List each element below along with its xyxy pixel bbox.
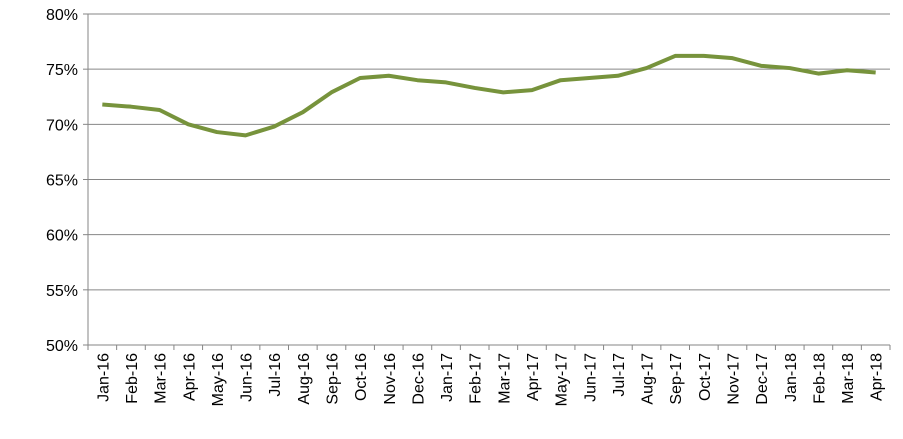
x-tick-label: Aug-17 — [640, 353, 657, 405]
x-tick-label: Nov-17 — [725, 353, 742, 405]
y-tick-label: 65% — [46, 173, 78, 190]
x-tick-label: Jun-17 — [582, 353, 599, 402]
x-tick-label: Jan-16 — [95, 353, 112, 402]
x-tick-label: Mar-16 — [153, 353, 170, 404]
y-tick-label: 60% — [46, 228, 78, 245]
y-tick-label: 70% — [46, 117, 78, 134]
x-tick-label: Mar-18 — [840, 353, 857, 404]
x-tick-label: Dec-17 — [754, 353, 771, 405]
y-tick-label: 55% — [46, 283, 78, 300]
x-tick-label: Jul-17 — [611, 353, 628, 397]
x-tick-label: May-16 — [210, 353, 227, 406]
x-tick-label: Feb-17 — [468, 353, 485, 404]
x-tick-label: Jul-16 — [267, 353, 284, 397]
x-tick-label: Dec-16 — [410, 353, 427, 405]
x-tick-label: Aug-16 — [296, 353, 313, 405]
x-tick-label: Feb-18 — [811, 353, 828, 404]
x-tick-label: Apr-18 — [869, 353, 886, 401]
x-tick-label: Jan-17 — [439, 353, 456, 402]
x-tick-label: Jan-18 — [783, 353, 800, 402]
x-tick-label: May-17 — [554, 353, 571, 406]
x-tick-label: Feb-16 — [124, 353, 141, 404]
y-tick-label: 50% — [46, 338, 78, 355]
x-tick-label: Jun-16 — [239, 353, 256, 402]
x-tick-label: Apr-16 — [181, 353, 198, 401]
x-tick-label: Oct-17 — [697, 353, 714, 401]
x-tick-label: Sep-16 — [324, 353, 341, 405]
x-tick-label: Nov-16 — [382, 353, 399, 405]
x-tick-label: Oct-16 — [353, 353, 370, 401]
data-line — [102, 53, 876, 138]
y-tick-label: 80% — [46, 7, 78, 24]
x-tick-label: Mar-17 — [496, 353, 513, 404]
y-tick-label: 75% — [46, 62, 78, 79]
x-tick-label: Apr-17 — [525, 353, 542, 401]
x-tick-label: Sep-17 — [668, 353, 685, 405]
